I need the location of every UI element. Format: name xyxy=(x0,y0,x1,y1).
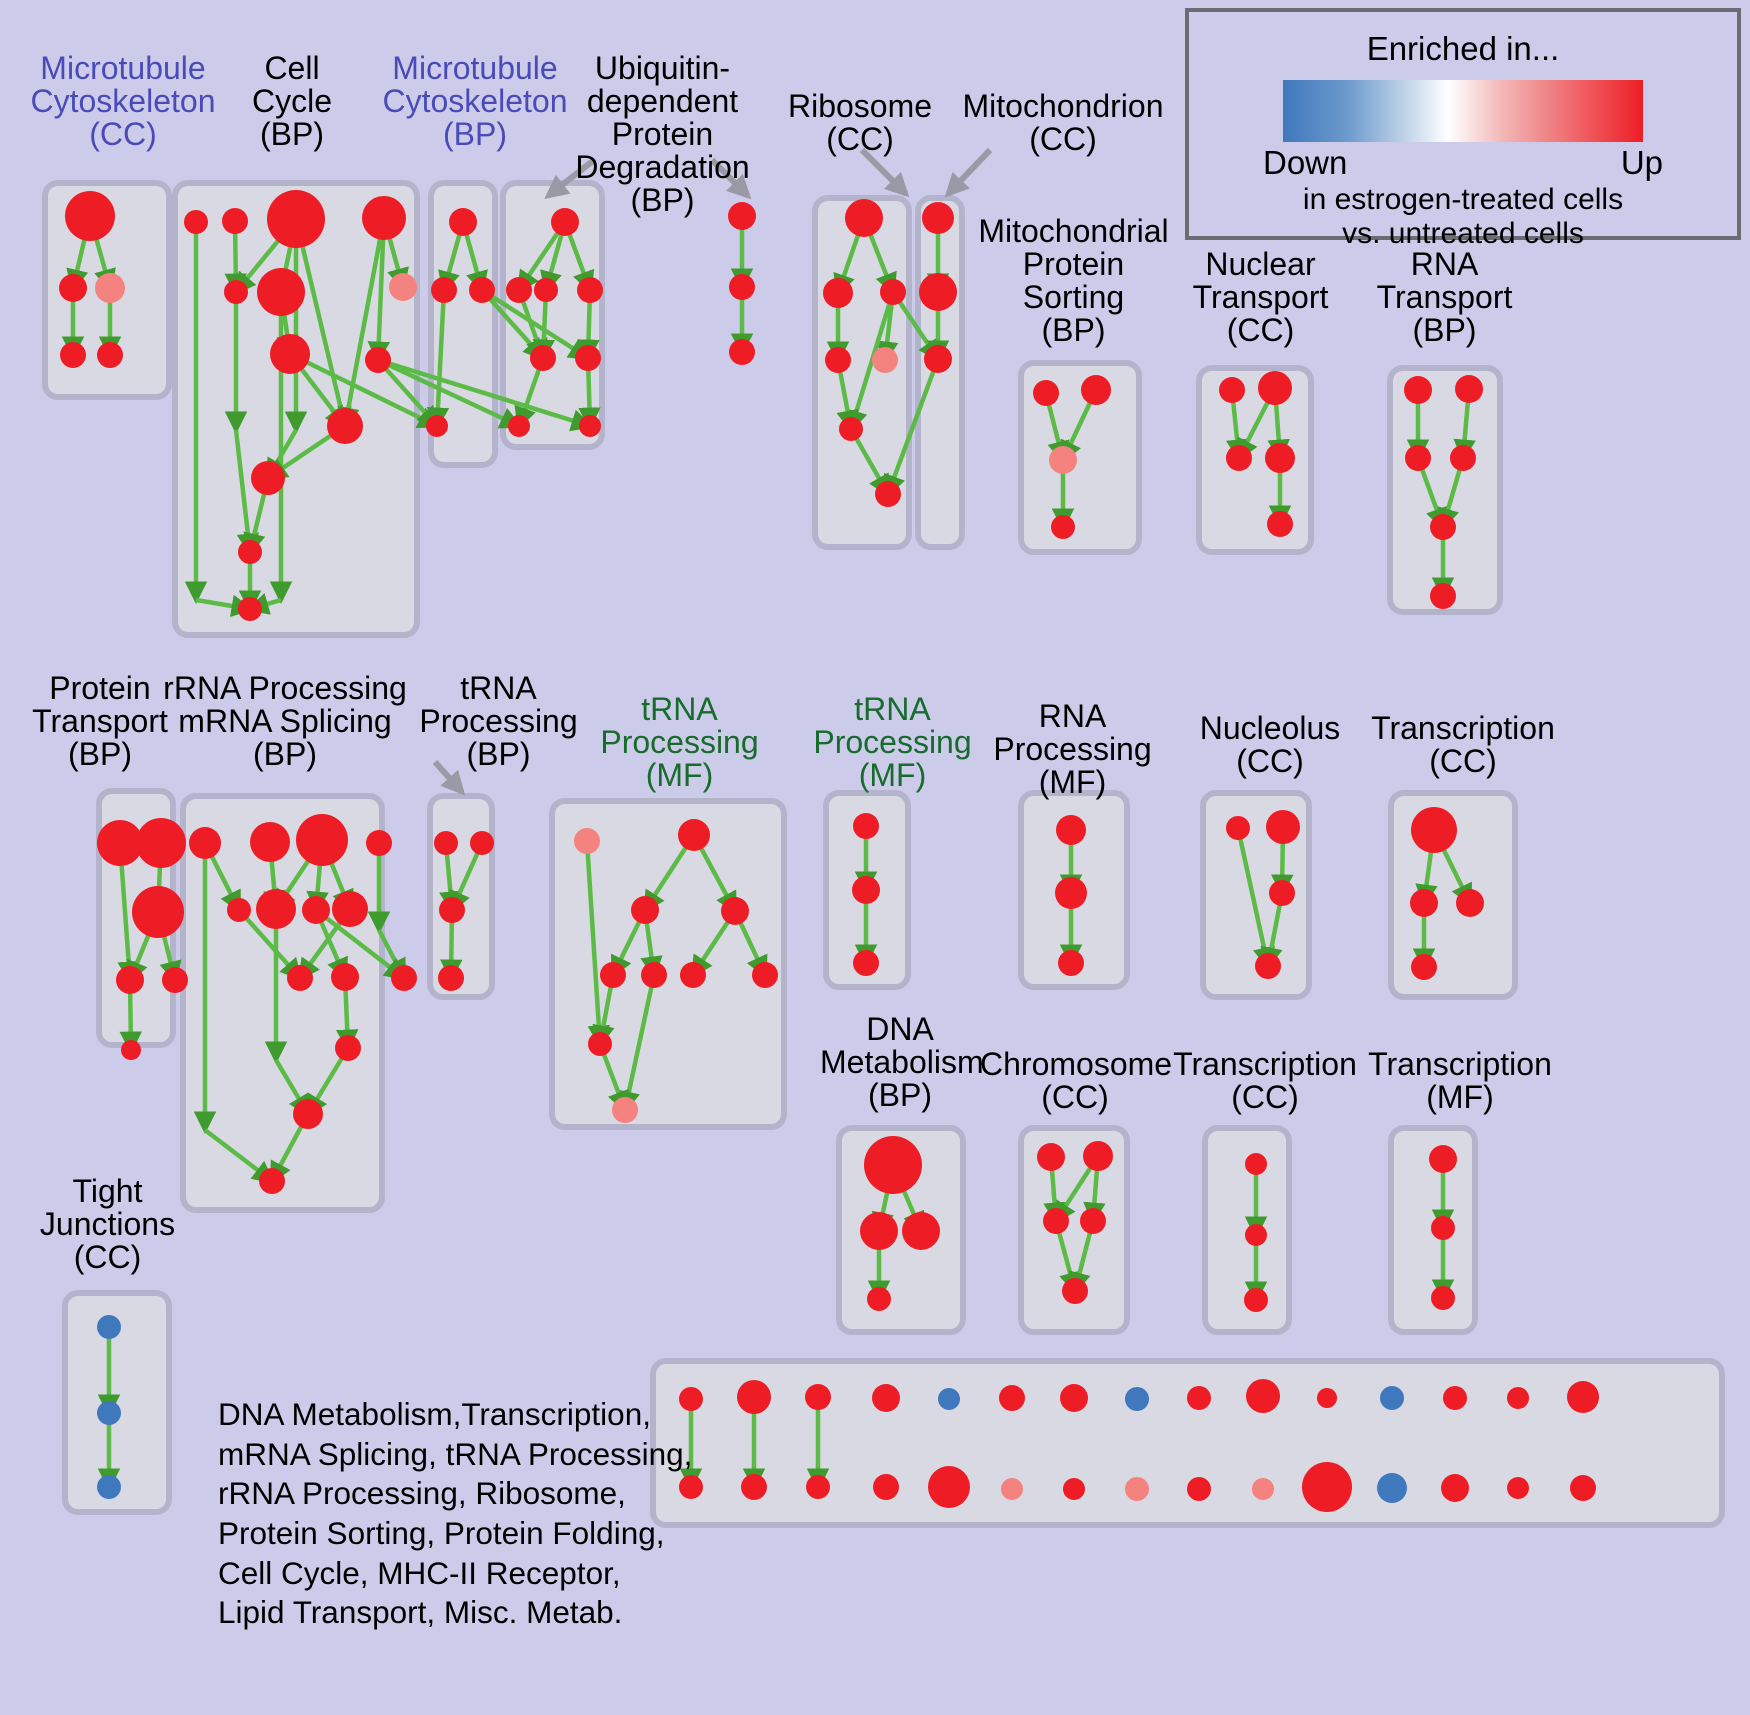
legend-subtitle-line2: vs. untreated cells xyxy=(1342,216,1584,250)
cluster-box-tight-junctions-cc xyxy=(62,1290,172,1515)
cluster-box-protein-transport-bp xyxy=(96,788,176,1048)
cluster-box-chromosome-cc xyxy=(1018,1125,1130,1335)
cluster-label-transcription-cc-bottom: Transcription (CC) xyxy=(1173,1046,1357,1115)
cluster-box-dna-metabolism-bp xyxy=(836,1125,966,1335)
cluster-box-transcription-cc-top xyxy=(1388,790,1518,1000)
cluster-box-rna-processing-mf xyxy=(1018,790,1130,990)
cluster-label-trna-processing-mf-large: tRNA Processing (MF) xyxy=(600,691,759,793)
legend-panel: Enriched in... Down Up in estrogen-treat… xyxy=(1185,8,1741,249)
cluster-box-rrna-processing-mrna-splicing-bp xyxy=(180,793,385,1213)
cluster-box-ubiquitin-protein-degradation-bp xyxy=(500,180,605,450)
cluster-label-chromosome-cc: Chromosome (CC) xyxy=(980,1046,1173,1115)
cluster-label-protein-transport-bp: Protein Transport (BP) xyxy=(32,670,168,772)
legend-subtitle-line1: in estrogen-treated cells xyxy=(1302,183,1624,216)
cluster-box-microtubule-cytoskeleton-cc xyxy=(42,180,172,400)
cluster-label-tight-junctions-cc: Tight Junctions (CC) xyxy=(39,1173,176,1275)
cluster-box-mitochondrion-cc xyxy=(915,195,965,550)
cluster-box-cell-cycle-bp xyxy=(172,180,420,638)
cluster-label-rna-transport-bp: RNA Transport (BP) xyxy=(1376,246,1513,348)
cluster-label-transcription-cc-top: Transcription (CC) xyxy=(1371,710,1555,779)
cluster-box-trna-processing-bp xyxy=(427,793,495,1000)
cluster-box-misc-wide-box xyxy=(650,1358,1725,1528)
cluster-label-cell-cycle-bp: Cell Cycle (BP) xyxy=(251,50,332,152)
cluster-label-trna-processing-mf-small: tRNA Processing (MF) xyxy=(813,691,972,793)
category-list-note: DNA Metabolism,Transcription, mRNA Splic… xyxy=(218,1396,693,1631)
callout-arrow-icon xyxy=(944,147,993,198)
cluster-box-transcription-cc-bottom xyxy=(1202,1125,1292,1335)
cluster-label-trna-processing-bp: tRNA Processing (BP) xyxy=(419,670,578,772)
cluster-box-rna-transport-bp xyxy=(1387,365,1503,615)
legend-title: Enriched in... xyxy=(1366,30,1560,67)
go-term-node[interactable] xyxy=(729,339,755,365)
cluster-label-mitochondrial-protein-sorting-bp: Mitochondrial Protein Sorting (BP) xyxy=(978,213,1169,348)
cluster-label-rna-processing-mf: RNA Processing (MF) xyxy=(993,698,1152,800)
cluster-label-mitochondrion-cc: Mitochondrion (CC) xyxy=(962,88,1164,157)
cluster-box-nucleolus-cc xyxy=(1200,790,1312,1000)
cluster-box-nuclear-transport-cc xyxy=(1196,365,1314,555)
go-term-node[interactable] xyxy=(391,965,417,991)
cluster-label-nuclear-transport-cc: Nuclear Transport (CC) xyxy=(1192,246,1329,348)
cluster-label-transcription-mf: Transcription (MF) xyxy=(1368,1046,1552,1115)
cluster-box-transcription-mf xyxy=(1388,1125,1478,1335)
cluster-label-microtubule-cytoskeleton-bp: Microtubule Cytoskeleton (BP) xyxy=(382,50,568,152)
cluster-box-trna-processing-mf-large xyxy=(549,798,787,1130)
legend-low-label: Down xyxy=(1263,144,1348,181)
cluster-label-rrna-processing-mrna-splicing-bp: rRNA Processing mRNA Splicing (BP) xyxy=(163,670,407,772)
cluster-box-microtubule-cytoskeleton-bp xyxy=(428,180,498,468)
cluster-box-ribosome-cc xyxy=(812,195,912,550)
cluster-label-ubiquitin-protein-degradation-bp: Ubiquitin- dependent Protein Degradation… xyxy=(575,50,750,218)
go-term-node[interactable] xyxy=(729,274,755,300)
cluster-label-nucleolus-cc: Nucleolus (CC) xyxy=(1199,710,1341,779)
cluster-box-mitochondrial-protein-sorting-bp xyxy=(1018,360,1142,555)
legend-endpoints: Down Up xyxy=(1263,144,1663,182)
cluster-label-ribosome-cc: Ribosome (CC) xyxy=(787,88,933,157)
cluster-box-trna-processing-mf-small xyxy=(823,790,911,990)
legend-color-bar xyxy=(1283,80,1643,142)
legend-high-label: Up xyxy=(1620,144,1663,181)
cluster-label-microtubule-cytoskeleton-cc: Microtubule Cytoskeleton (CC) xyxy=(30,50,216,152)
cluster-label-dna-metabolism-bp: DNA Metabolism (BP) xyxy=(820,1011,984,1113)
